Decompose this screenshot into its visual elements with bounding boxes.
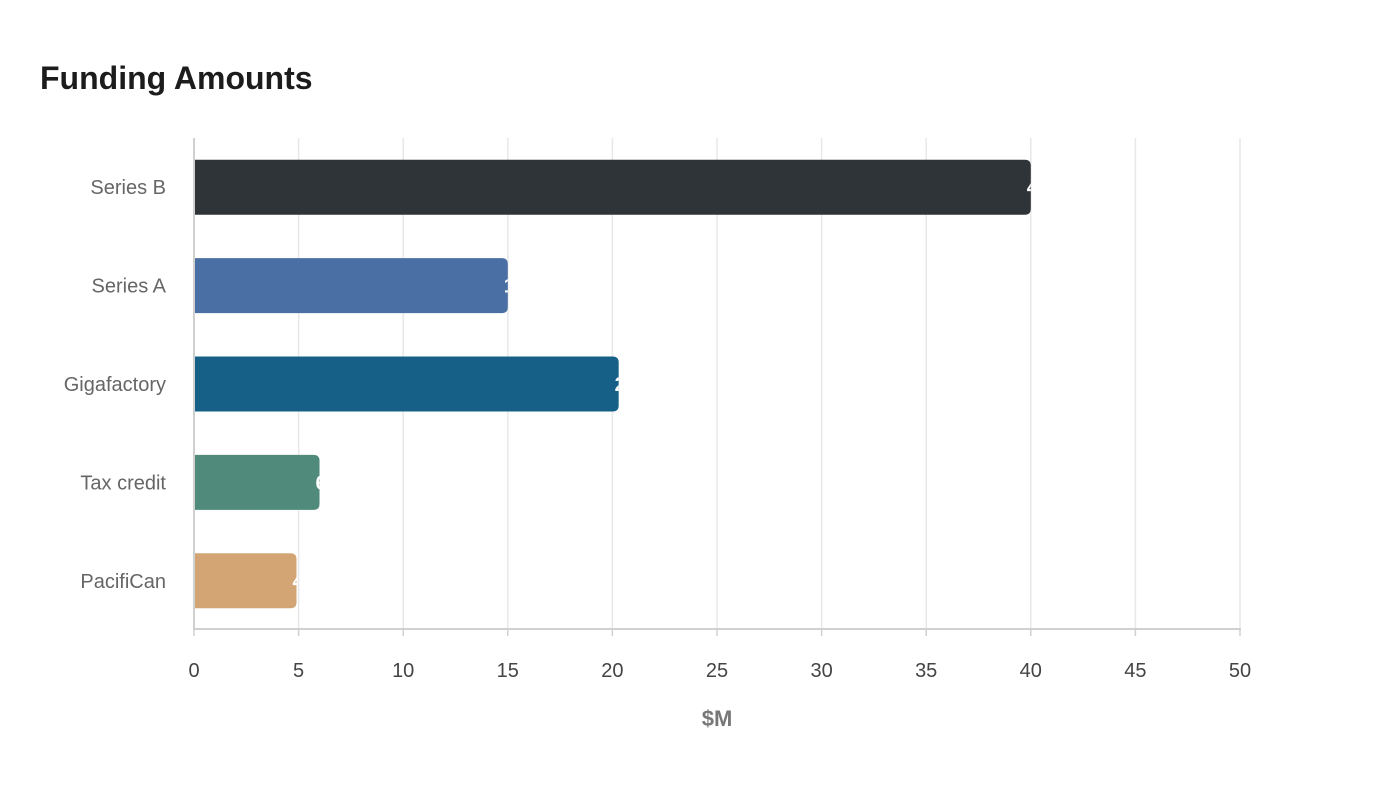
data-label: 20.3 [615,374,654,396]
bar [194,356,619,412]
category-label: Series A [92,276,167,298]
x-tick-label: 0 [188,660,199,682]
category-label: Gigafactory [64,374,166,396]
data-label: 6 [316,472,327,494]
data-label: 15 [504,276,526,298]
x-tick-label: 40 [1020,660,1042,682]
x-tick-label: 35 [915,660,937,682]
category-label: Tax credit [80,472,166,494]
data-label: 40 [1027,177,1049,199]
x-tick-label: 15 [497,660,519,682]
x-axis-title: $M [702,706,733,731]
data-label: 4.9 [293,571,321,593]
bars [194,159,1031,609]
x-tick-label: 20 [601,660,623,682]
x-tick-label: 5 [293,660,304,682]
x-tick-label: 10 [392,660,414,682]
category-label: PacifiCan [80,571,166,593]
bar [194,159,1031,215]
x-tick-label: 30 [810,660,832,682]
x-tick-label: 25 [706,660,728,682]
bar [194,553,297,609]
chart-title: Funding Amounts [40,60,313,96]
x-tick-label: 45 [1124,660,1146,682]
x-tick-label: 50 [1229,660,1251,682]
x-tick-labels: 0 5 10 15 20 25 30 35 40 45 50 [188,660,1251,682]
category-labels: Series B Series A Gigafactory Tax credit Pac… [64,177,167,593]
bar [194,454,320,510]
bar [194,258,508,314]
category-label: Series B [90,177,166,199]
axes [193,138,1241,630]
